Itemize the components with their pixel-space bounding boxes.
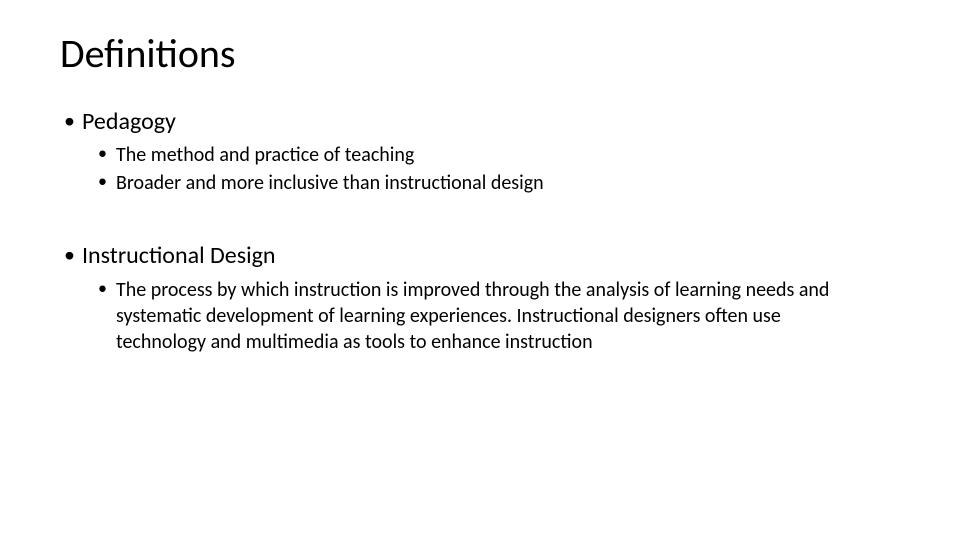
section-instructional-design: Instructional Design The process by whic… [82, 240, 900, 354]
bullet-list: Instructional Design The process by whic… [60, 240, 900, 354]
section-heading: Instructional Design [82, 241, 276, 270]
sub-bullet: Broader and more inclusive than instruct… [116, 170, 900, 196]
sub-bullet: The method and practice of teaching [116, 142, 900, 168]
slide-title: Definitions [60, 30, 900, 78]
sub-bullet-list: The process by which instruction is impr… [82, 277, 900, 355]
sub-bullet-list: The method and practice of teaching Broa… [82, 142, 900, 196]
section-pedagogy: Pedagogy The method and practice of teac… [82, 106, 900, 196]
slide: Definitions Pedagogy The method and prac… [0, 0, 960, 540]
section-spacer [60, 202, 900, 240]
sub-bullet: The process by which instruction is impr… [116, 277, 900, 355]
bullet-list: Pedagogy The method and practice of teac… [60, 106, 900, 196]
section-heading: Pedagogy [82, 107, 176, 136]
